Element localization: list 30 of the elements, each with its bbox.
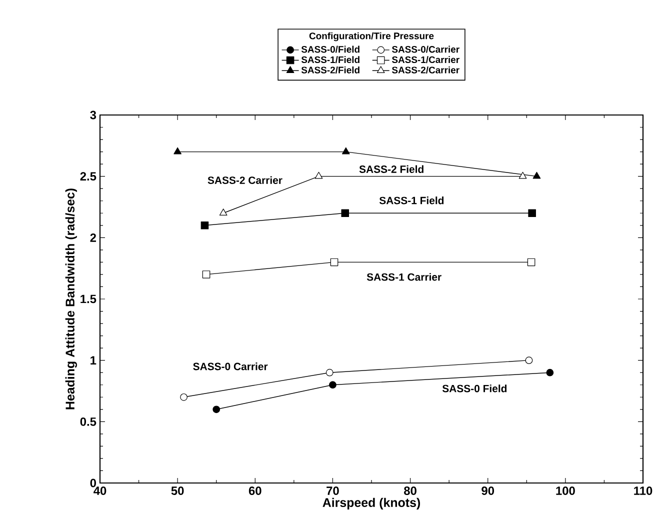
x-tick-label: 90 [482, 486, 494, 495]
y-tick-label: 1.5 [80, 294, 96, 304]
annotation: SASS-0 Carrier [193, 362, 268, 370]
x-tick-label: 100 [556, 486, 575, 495]
y-tick-label: 2 [90, 233, 96, 242]
x-tick-label: 110 [634, 486, 652, 495]
legend-label: SASS-0/Field [301, 46, 360, 53]
legend-label: SASS-1/Field [301, 56, 360, 64]
y-tick-label: 2.5 [80, 172, 96, 181]
y-tick-label: 0 [90, 478, 96, 488]
legend-label: SASS-2/Field [301, 66, 360, 74]
y-tick-label: 0.5 [80, 417, 96, 426]
x-tick-label: 40 [94, 486, 106, 495]
y-tick-label: 3 [90, 110, 96, 120]
x-tick-label: 50 [171, 486, 184, 495]
annotation: SASS-2 Field [359, 165, 424, 173]
x-axis-title: Airspeed (knots) [322, 498, 420, 510]
x-tick-label: 80 [404, 486, 416, 495]
legend-label: SASS-2/Carrier [392, 66, 460, 74]
annotation: SASS-0 Field [442, 384, 507, 392]
x-tick-label: 60 [248, 486, 262, 495]
annotation: SASS-1 Field [379, 196, 444, 204]
legend-label: SASS-0/Carrier [392, 46, 460, 53]
legend-title: Configuration/Tire Pressure [309, 32, 434, 42]
x-tick-label: 70 [326, 486, 339, 495]
y-axis-title: Heading Attitude Bandwidth (rad/sec) [65, 188, 78, 410]
legend-label: SASS-1/Carrier [392, 56, 460, 64]
annotation: SASS-1 Carrier [366, 273, 442, 281]
annotation: SASS-2 Carrier [208, 176, 282, 184]
y-tick-label: 1 [90, 356, 96, 364]
